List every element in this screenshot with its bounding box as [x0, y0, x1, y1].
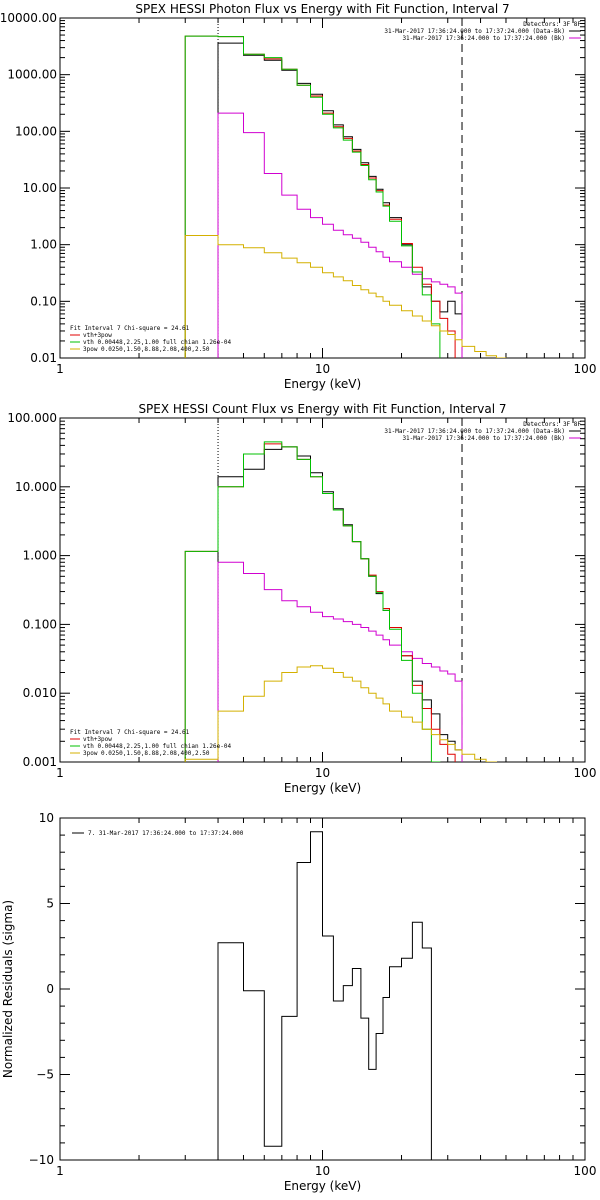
x-tick-label: 10 [315, 362, 330, 376]
series-line-bk [217, 561, 463, 762]
legend-entry-label: vth 0.00448,2.25,1.00 full chian 1.26e-0… [83, 339, 231, 346]
series-line-data-bk [217, 42, 463, 358]
legend-entry-label: 31-Mar-2017 17:36:24.000 to 17:37:24.000… [402, 435, 565, 442]
legend-fit-header: Fit Interval 7 Chi-square = 24.61 [70, 729, 190, 736]
y-tick-label: 0.01 [30, 351, 57, 365]
y-tick-label: 0.100 [23, 617, 57, 631]
chart-title: SPEX HESSI Count Flux vs Energy with Fit… [138, 402, 506, 416]
x-tick-label: 100 [574, 1164, 597, 1178]
legend-fit-header: Fit Interval 7 Chi-square = 24.61 [70, 325, 190, 332]
plot-frame [59, 417, 586, 763]
series-line-vth [184, 441, 441, 762]
legend-entry-label: vth 0.00448,2.25,1.00 full chian 1.26e-0… [83, 743, 231, 750]
y-tick-label: 10000.00 [0, 11, 57, 25]
y-tick-label: 0.010 [23, 686, 57, 700]
chart-panel-2: SPEX HESSI Count Flux vs Energy with Fit… [7, 402, 596, 795]
y-tick-label: 100.000 [7, 411, 57, 425]
x-tick-label: 1 [56, 362, 64, 376]
y-tick-label: 1000.00 [7, 68, 57, 82]
series-group [217, 831, 432, 1160]
x-axis-label: Energy (keV) [284, 781, 361, 795]
series-line-3pow [184, 665, 497, 762]
x-tick-label: 1 [56, 1164, 64, 1178]
x-tick-label: 100 [574, 766, 597, 780]
legend-entry-label: 3pow 0.0250,1.50,8.88,2.08,400,2.50 [83, 750, 210, 757]
y-tick-label: 0 [46, 982, 54, 996]
plot-frame [59, 17, 586, 359]
x-tick-label: 100 [574, 362, 597, 376]
legend-entry-label: 31-Mar-2017 17:36:24.000 to 17:37:24.000… [384, 28, 565, 35]
x-tick-label: 10 [315, 1164, 330, 1178]
series-line-7-31-mar-2017-17-36-24-000-to-17-37-24-000 [217, 831, 432, 1160]
legend-entry-label: vth+3pow [83, 332, 112, 339]
chart-panel-1: SPEX HESSI Photon Flux vs Energy with Fi… [0, 2, 596, 391]
x-tick-label: 1 [56, 766, 64, 780]
series-line-data-bk [217, 446, 463, 762]
legend-entry-label: 31-Mar-2017 17:36:24.000 to 17:37:24.000… [384, 428, 565, 435]
legend-entry-label: 7. 31-Mar-2017 17:36:24.000 to 17:37:24.… [88, 830, 244, 837]
legend-entry-label: vth+3pow [83, 736, 112, 743]
y-tick-label: −10 [29, 1153, 54, 1167]
y-tick-label: 0.001 [23, 755, 57, 769]
y-tick-label: 5 [46, 897, 54, 911]
y-tick-label: 0.10 [30, 294, 57, 308]
y-tick-label: 1.000 [23, 549, 57, 563]
legend-header: Detectors: 3F 8F [523, 421, 581, 428]
y-tick-label: 10 [39, 811, 54, 825]
y-tick-label: −5 [36, 1068, 54, 1082]
legend-entry-label: 3pow 0.0250,1.50,8.88,2.08,400,2.50 [83, 346, 210, 353]
series-group [184, 35, 507, 358]
y-tick-label: 10.000 [15, 480, 57, 494]
x-axis-label: Energy (keV) [284, 377, 361, 391]
series-line-vth-3pow [184, 35, 456, 358]
y-tick-label: 1.00 [30, 238, 57, 252]
x-axis-label: Energy (keV) [284, 1179, 361, 1193]
y-tick-label: 10.00 [23, 181, 57, 195]
y-axis-label: Normalized Residuals (sigma) [1, 900, 15, 1078]
x-tick-label: 10 [315, 766, 330, 780]
series-line-vth [184, 35, 441, 358]
legend-entry-label: 31-Mar-2017 17:36:24.000 to 17:37:24.000… [402, 35, 565, 42]
legend-header: Detectors: 3F 8F [523, 21, 581, 28]
series-group [184, 441, 497, 762]
chart-title: SPEX HESSI Photon Flux vs Energy with Fi… [135, 2, 509, 16]
series-line-vth-3pow [184, 443, 456, 762]
series-line-bk [217, 112, 463, 358]
y-tick-label: 100.00 [15, 124, 57, 138]
series-line-3pow [184, 235, 507, 358]
